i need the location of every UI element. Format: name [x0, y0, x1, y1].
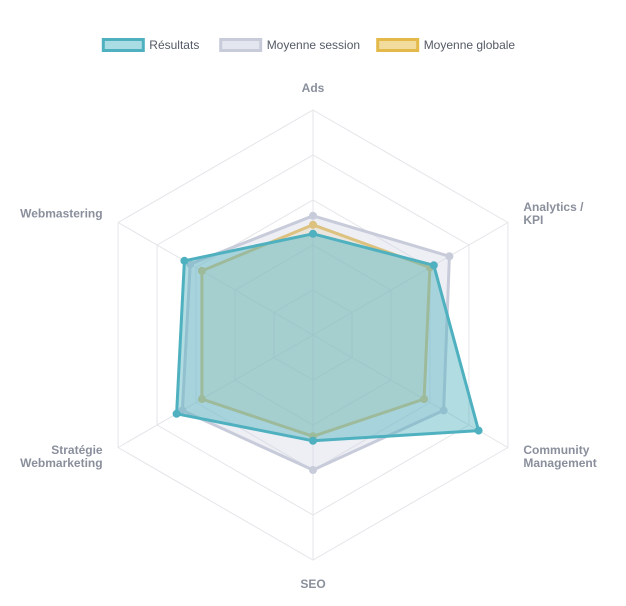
axis-label: Webmastering: [20, 207, 102, 221]
grid-spoke: [117, 222, 314, 336]
data-point[interactable]: [309, 220, 317, 229]
legend-swatch: [101, 38, 145, 52]
legend-swatch: [219, 38, 263, 52]
data-point[interactable]: [439, 406, 448, 415]
axis-label-line: SEO: [300, 577, 325, 591]
series-group: [197, 220, 434, 441]
data-point[interactable]: [172, 409, 181, 418]
data-point[interactable]: [197, 266, 206, 275]
data-point[interactable]: [309, 229, 317, 238]
series-group: [172, 229, 483, 445]
axis-label-line: Ads: [302, 81, 325, 95]
legend-swatch: [376, 38, 420, 52]
legend-item[interactable]: Moyenne session: [219, 38, 360, 52]
axis-label-line: KPI: [523, 213, 543, 227]
legend-label: Résultats: [149, 38, 199, 52]
axis-label-line: Management: [523, 456, 596, 470]
data-point[interactable]: [429, 261, 438, 270]
legend-item[interactable]: Résultats: [101, 38, 199, 52]
axis-label-line: Stratégie: [51, 443, 103, 457]
axis-label-line: Webmarketing: [20, 456, 102, 470]
axis-label-line: Community: [523, 443, 589, 457]
series-layer: [172, 211, 483, 474]
data-point[interactable]: [309, 436, 317, 445]
axis-label: Analytics / KPI: [523, 200, 584, 227]
data-point[interactable]: [474, 426, 483, 435]
legend-label: Moyenne globale: [424, 38, 516, 52]
data-point[interactable]: [180, 256, 189, 265]
grid-spoke: [312, 222, 509, 336]
axis-label: Ads: [302, 81, 325, 95]
axis-label: SEO: [300, 577, 325, 591]
legend-item[interactable]: Moyenne globale: [376, 38, 516, 52]
axis-label-line: Webmastering: [20, 207, 102, 221]
data-point[interactable]: [309, 466, 317, 474]
axis-label-line: Analytics /: [523, 200, 584, 214]
axis-labels: Ads Analytics / KPI Community Management SEO S…: [20, 81, 597, 591]
data-point[interactable]: [197, 395, 206, 404]
axis-label: Stratégie Webmarketing: [20, 443, 103, 470]
data-point[interactable]: [445, 252, 454, 261]
legend: Résultats Moyenne session Moyenne globale: [101, 38, 516, 52]
grid-spoke: [117, 334, 314, 448]
legend-label: Moyenne session: [267, 38, 360, 52]
data-point[interactable]: [420, 395, 429, 404]
data-point[interactable]: [309, 211, 317, 220]
axis-label: Community Management: [523, 443, 596, 470]
series-group: [178, 211, 454, 474]
